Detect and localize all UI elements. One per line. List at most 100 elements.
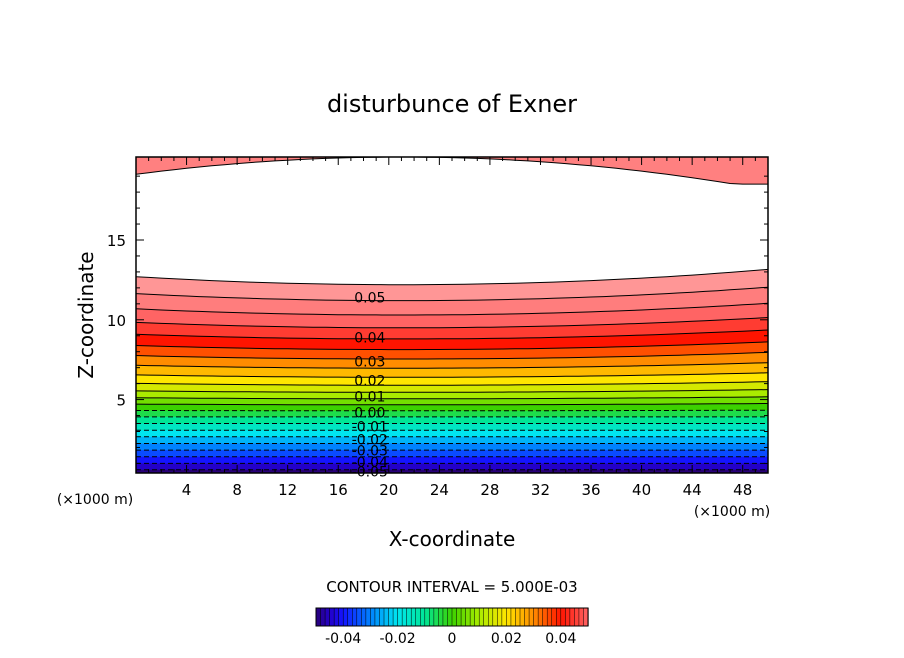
colorbar-cell (465, 607, 471, 627)
colorbar-cell (447, 607, 453, 627)
contour-line (136, 341, 768, 351)
colorbar-cell (365, 607, 372, 627)
contour-line (136, 302, 768, 316)
contour-label: 0.04 (354, 330, 385, 346)
x-tick-label: 4 (182, 481, 192, 499)
colorbar-cell (406, 607, 412, 627)
x-unit-left: (×1000 m) (57, 492, 133, 508)
contour-line (136, 403, 768, 406)
colorbar-cell (519, 607, 526, 627)
colorbar-cell (537, 607, 544, 627)
colorbar-cell (342, 607, 349, 627)
x-tick-label: 44 (683, 481, 702, 499)
colorbar-cell (492, 607, 498, 627)
colorbar-cell (533, 607, 539, 627)
contour-line-layer (136, 157, 768, 473)
x-tick-label: 28 (480, 481, 499, 499)
colorbar-cell (560, 607, 566, 627)
colorbar-cell (329, 607, 335, 627)
colorbar-cell (569, 607, 576, 627)
colorbar-cell (370, 607, 376, 627)
y-axis-label: Z-coordinate (74, 251, 98, 378)
x-axis-label: X-coordinate (389, 527, 516, 551)
colorbar-cell (488, 607, 494, 627)
colorbar-cell (415, 607, 421, 627)
colorbar-cell (315, 607, 322, 627)
contour-label-layer: 0.05 0.04 0.03 0.020.010.00-0.01-0.02-0.03-… (352, 290, 388, 480)
colorbar-cell (333, 607, 340, 627)
colorbar-cell (469, 607, 476, 627)
contour-line (136, 381, 768, 386)
colorbar-cell (456, 607, 462, 627)
y-tick-label: 15 (107, 232, 126, 250)
colorbar-cell (451, 607, 458, 627)
colorbar-cell (392, 607, 399, 627)
colorbar-cell (574, 607, 580, 627)
contour-line (136, 396, 768, 400)
colorbar-cell (478, 607, 485, 627)
colorbar-cell (483, 607, 489, 627)
contour-label: 0.00 (354, 405, 385, 421)
colorbar-cell (429, 607, 435, 627)
contour-line (136, 409, 768, 412)
y-axis-ticks: 5 10 15 (107, 175, 768, 464)
colorbar-cell (497, 607, 503, 627)
upper-contour-band (136, 157, 768, 185)
colorbar-cell (556, 607, 562, 627)
x-tick-label: 24 (430, 481, 449, 499)
colorbar-cell (578, 607, 585, 627)
colorbar-frame (315, 607, 589, 627)
colorbar-cell (410, 607, 417, 627)
contour-line (136, 286, 768, 302)
contour-line (136, 268, 768, 286)
colorbar-cell (324, 607, 331, 627)
x-tick-label: 32 (531, 481, 550, 499)
colorbar-cell (528, 607, 535, 627)
colorbar-cell (420, 607, 426, 627)
colorbar-cell (524, 607, 530, 627)
colorbar-cell (442, 607, 449, 627)
chart-title: disturbunce of Exner (327, 90, 577, 118)
y-tick-label: 10 (107, 312, 126, 330)
contour-line (136, 362, 768, 369)
colorbar-cell (356, 607, 362, 627)
contour-label: -0.02 (352, 432, 388, 448)
contour-label: 0.01 (354, 389, 385, 405)
contour-label: 0.05 (354, 290, 385, 306)
contour-interval-label: CONTOUR INTERVAL = 5.000E-03 (326, 578, 577, 596)
colorbar-tick-label: 0.04 (545, 631, 576, 647)
x-tick-label: 48 (733, 481, 752, 499)
colorbar-cell (433, 607, 440, 627)
colorbar-cell (474, 607, 480, 627)
colorbar-cell (424, 607, 430, 627)
x-tick-label: 20 (379, 481, 398, 499)
colorbar-cell (388, 607, 394, 627)
colorbar-cell (320, 607, 326, 627)
colorbar-tick-label: -0.04 (325, 631, 361, 647)
contour-label: -0.03 (352, 444, 388, 460)
colorbar-cell (397, 607, 403, 627)
y-tick-label: 5 (116, 392, 126, 410)
contour-line (136, 389, 768, 393)
colorbar-cell (506, 607, 512, 627)
contour-line (136, 351, 768, 360)
colorbar (315, 607, 589, 627)
x-axis-ticks: 4 8 12 16 20 24 28 32 36 40 44 48 (148, 157, 756, 499)
colorbar-cell (379, 607, 385, 627)
contour-line (136, 372, 768, 378)
colorbar-cell (515, 607, 521, 627)
colorbar-cell (347, 607, 353, 627)
colorbar-cell (338, 607, 344, 627)
x-tick-label: 36 (581, 481, 600, 499)
colorbar-cell (401, 607, 408, 627)
contour-line (136, 329, 768, 340)
x-tick-label: 16 (329, 481, 348, 499)
x-tick-label: 40 (632, 481, 651, 499)
colorbar-cell (501, 607, 508, 627)
contour-label: 0.03 (354, 354, 385, 370)
colorbar-cell (510, 607, 517, 627)
colorbar-tick-label: 0 (448, 631, 457, 647)
colorbar-cell (551, 607, 557, 627)
